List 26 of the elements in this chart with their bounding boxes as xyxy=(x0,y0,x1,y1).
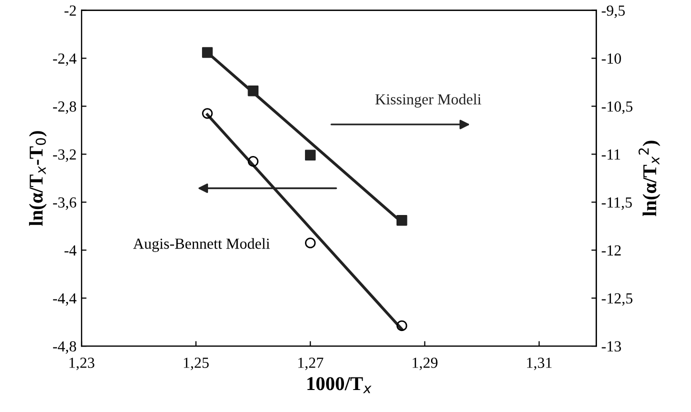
y2-tick-label: -11,5 xyxy=(602,197,632,210)
y-tick-label: -2,8 xyxy=(53,101,76,114)
x-tick-label: 1,23 xyxy=(70,358,94,370)
x-tick-label: 1,31 xyxy=(527,358,552,370)
y-tick-label: -2,4 xyxy=(53,53,76,66)
y-tick-label: -2 xyxy=(64,5,76,16)
y2-tick-label: -10 xyxy=(602,53,621,64)
y2-tick-label: -12,5 xyxy=(602,293,632,306)
y-axis-title: ln(α/T$_{x}$-T$_{0}$) xyxy=(29,131,47,226)
y2-tick-label: -9,5 xyxy=(602,5,625,18)
y-tick-label: -4,8 xyxy=(53,341,76,354)
x-tick-label: 1,29 xyxy=(412,358,438,370)
y-tick-label: -3,6 xyxy=(53,197,76,210)
text: Augis-Bennett Modeli xyxy=(133,238,270,252)
x-tick-label: 1,25 xyxy=(184,358,209,370)
text: Kissinger Modeli xyxy=(375,94,482,108)
y2-tick-label: -12 xyxy=(602,245,621,256)
y-tick-label: -4 xyxy=(64,245,76,256)
y2-axis-title: ln(α/T$_{x}$$^{2}$) xyxy=(638,140,660,216)
x-tick-label: 1,27 xyxy=(298,358,324,370)
y2-tick-label: -13 xyxy=(602,341,621,352)
y2-tick-label: -10,5 xyxy=(602,101,632,114)
y2-tick-label: -11 xyxy=(602,149,620,160)
y-tick-label: -4,4 xyxy=(53,293,76,306)
y-tick-label: -3,2 xyxy=(53,149,76,162)
x-axis-title: 1000/T$_{x}$ xyxy=(307,377,372,394)
